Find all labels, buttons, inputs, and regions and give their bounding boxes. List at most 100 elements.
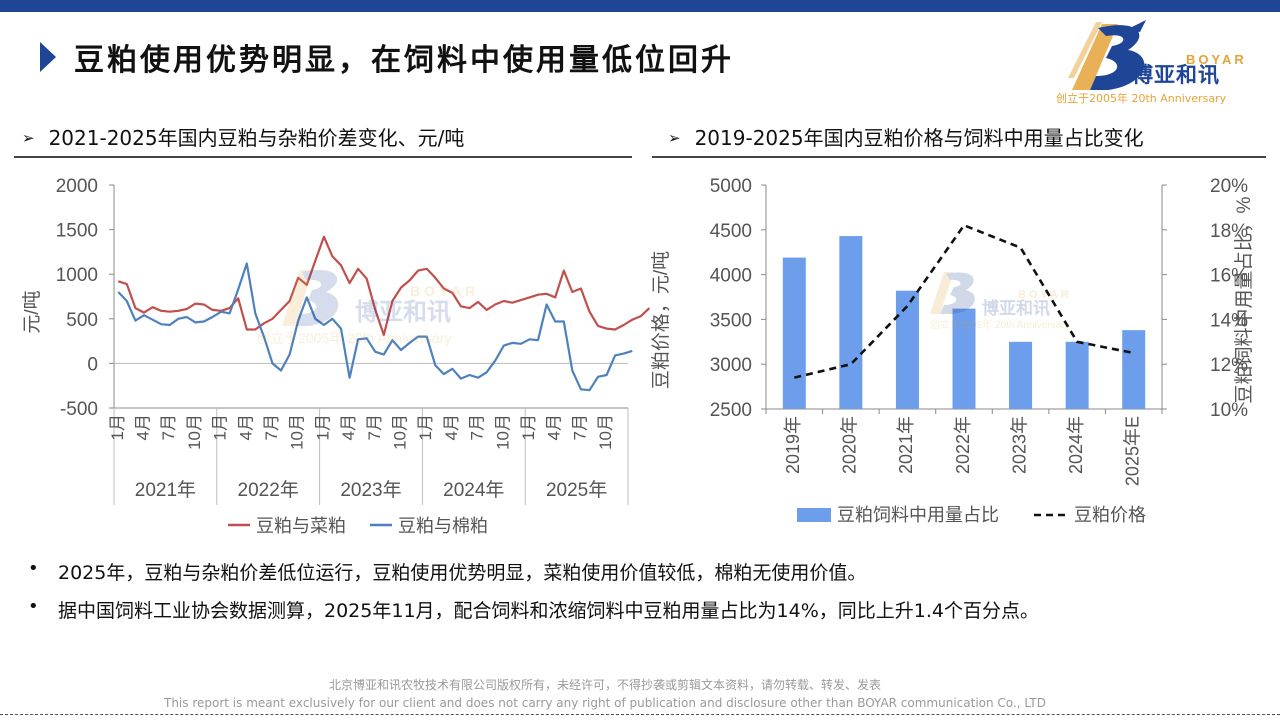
y-tick-label: 500 — [66, 310, 98, 331]
watermark-mark-icon — [282, 270, 312, 326]
logo-brand-en: BOYAR — [1186, 52, 1247, 67]
y-tick-label: 1500 — [56, 221, 98, 242]
x-category-label: 2022年 — [953, 416, 973, 474]
x-month-label: 7月 — [159, 414, 178, 440]
bullet-dot-icon: • — [28, 558, 39, 579]
watermark-b-icon — [940, 272, 975, 314]
right-y-axis-label: 豆粕饲料中用量占比，% — [1233, 196, 1255, 403]
x-month-label: 7月 — [468, 414, 487, 440]
x-category-label: 2019年 — [783, 416, 803, 474]
page-title: 豆粕使用优势明显，在饲料中使用量低位回升 — [74, 43, 734, 78]
x-month-label: 4月 — [545, 414, 564, 440]
footer-copyright-cn: 北京博亚和讯农牧技术有限公司版权所有，未经许可，不得抄袭或剪辑文本资料，请勿转载… — [328, 678, 881, 692]
y-axis-label: 元/吨 — [21, 290, 43, 333]
watermark-brand-cn: 博亚和讯 — [355, 299, 451, 326]
bar-soymeal-share — [1009, 341, 1033, 409]
subtitle-arrow-icon: ➢ — [22, 129, 35, 147]
right-chart-subtitle-text: 2019-2025年国内豆粕价格与饲料中用量占比变化 — [694, 126, 1144, 150]
x-month-label: 1月 — [313, 414, 332, 440]
bullet-text: 2025年，豆粕与杂粕价差低位运行，豆粕使用优势明显，菜粕使用价值较低，棉粕无使… — [58, 562, 867, 584]
series-line-soymeal-cottonseed — [117, 262, 633, 392]
x-month-label: 1月 — [211, 414, 230, 440]
boyar-logo: BOYAR 博亚和讯 创立于2005年 20th Anniversary — [1056, 20, 1247, 105]
x-year-label: 2024年 — [443, 479, 504, 501]
bullet-item: • 据中国饲料工业协会数据测算，2025年11月，配合饲料和浓缩饲料中豆粕用量占… — [28, 596, 1039, 623]
bullet-dot-icon: • — [28, 596, 39, 617]
legend-swatch-bar — [797, 508, 831, 522]
x-year-label: 2022年 — [238, 479, 299, 501]
bar-soymeal-share — [952, 308, 976, 409]
x-month-label: 1月 — [108, 414, 127, 440]
x-month-label: 1月 — [519, 414, 538, 440]
legend-label: 豆粕与菜粕 — [256, 516, 346, 536]
x-month-label: 1月 — [416, 414, 435, 440]
right-divider — [652, 156, 1266, 158]
bar-soymeal-share — [782, 257, 806, 409]
x-month-label: 7月 — [262, 414, 281, 440]
watermark-since: 创立于2005年 20th Anniversary — [256, 330, 451, 346]
y-tick-label: -500 — [60, 399, 98, 420]
bar-soymeal-share — [839, 236, 863, 409]
title-arrow-icon — [40, 42, 56, 72]
watermark-brand-en: BOYAR — [410, 283, 479, 299]
watermark-mark-icon — [930, 272, 954, 314]
x-month-label: 10月 — [390, 414, 409, 450]
watermark-brand-en: BOYAR — [1018, 289, 1072, 301]
x-category-label: 2024年 — [1066, 416, 1086, 474]
left-y-tick-label: 4000 — [710, 266, 752, 287]
x-month-label: 4月 — [236, 414, 255, 440]
watermark-b-icon — [296, 270, 339, 326]
x-month-label: 4月 — [133, 414, 152, 440]
x-category-label: 2023年 — [1009, 416, 1029, 474]
x-year-label: 2023年 — [340, 479, 401, 501]
right-y-tick-label: 20% — [1210, 176, 1248, 197]
x-month-label: 10月 — [596, 414, 615, 450]
logo-brand-cn: 博亚和讯 — [1132, 63, 1220, 87]
legend-label: 豆粕饲料中用量占比 — [837, 505, 999, 525]
left-divider — [14, 156, 632, 158]
x-year-label: 2021年 — [135, 479, 196, 501]
right-y-tick-label: 16% — [1210, 266, 1248, 287]
x-category-label: 2025年E — [1122, 416, 1142, 486]
series-line-soymeal-rapeseed — [117, 235, 651, 336]
bullet-text: 据中国饲料工业协会数据测算，2025年11月，配合饲料和浓缩饲料中豆粕用量占比为… — [58, 600, 1039, 622]
left-y-axis-label: 豆粕价格，元/吨 — [650, 251, 672, 389]
legend-label: 豆粕与棉粕 — [398, 516, 488, 536]
left-y-tick-label: 3500 — [710, 310, 752, 331]
left-chart-subtitle-text: 2021-2025年国内豆粕与杂粕价差变化、元/吨 — [48, 126, 465, 150]
bar-soymeal-share — [1065, 341, 1089, 409]
x-month-label: 10月 — [185, 414, 204, 450]
left-y-tick-label: 3000 — [710, 355, 752, 376]
bar-soymeal-share — [1122, 330, 1146, 409]
y-tick-label: 2000 — [56, 176, 98, 197]
x-category-label: 2021年 — [896, 416, 916, 474]
watermark-since: 创立于2005年 20th Anniversary — [930, 318, 1070, 331]
x-category-label: 2020年 — [840, 416, 860, 474]
x-month-label: 7月 — [365, 414, 384, 440]
right-y-tick-label: 12% — [1210, 355, 1248, 376]
footer-copyright-en: This report is meant exclusively for our… — [164, 696, 1046, 710]
line-soymeal-price — [794, 223, 1134, 379]
y-tick-label: 0 — [87, 354, 98, 375]
right-y-tick-label: 10% — [1210, 400, 1248, 421]
watermark-brand-cn: 博亚和讯 — [982, 298, 1050, 318]
right-chart-subtitle: ➢ 2019-2025年国内豆粕价格与饲料中用量占比变化 — [668, 122, 1144, 151]
top-accent-bar — [0, 0, 1280, 12]
logo-since: 创立于2005年 20th Anniversary — [1056, 91, 1227, 105]
left-y-tick-label: 2500 — [710, 400, 752, 421]
left-chart-subtitle: ➢ 2021-2025年国内豆粕与杂粕价差变化、元/吨 — [22, 122, 464, 151]
right-y-tick-label: 14% — [1210, 310, 1248, 331]
x-month-label: 10月 — [493, 414, 512, 450]
logo-b-mark-icon — [1068, 20, 1146, 91]
x-month-label: 10月 — [288, 414, 307, 450]
footer-dashed-divider — [0, 714, 1280, 715]
bullet-item: • 2025年，豆粕与杂粕价差低位运行，豆粕使用优势明显，菜粕使用价值较低，棉粕… — [28, 558, 1039, 585]
legend-label: 豆粕价格 — [1074, 505, 1146, 525]
left-y-tick-label: 4500 — [710, 221, 752, 242]
x-month-label: 4月 — [339, 414, 358, 440]
right-y-tick-label: 18% — [1210, 221, 1248, 242]
bar-soymeal-share — [895, 290, 919, 409]
